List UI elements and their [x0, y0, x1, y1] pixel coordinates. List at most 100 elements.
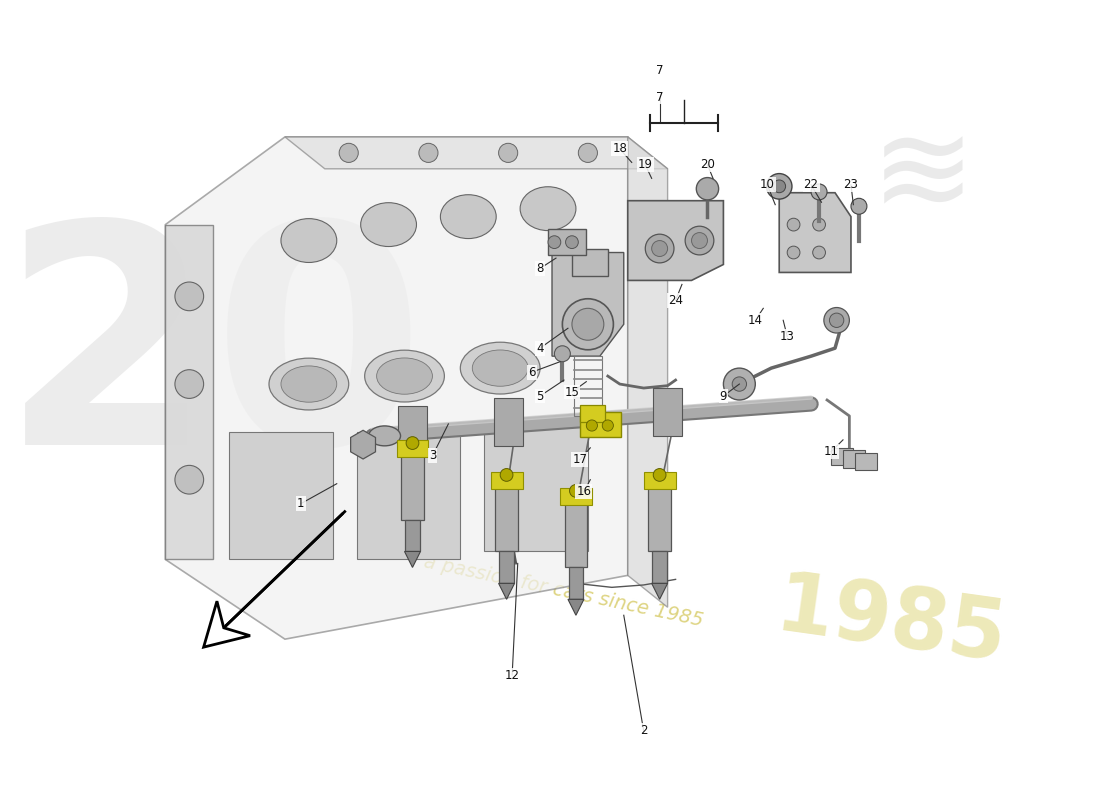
Circle shape: [851, 198, 867, 214]
Circle shape: [602, 420, 614, 431]
Polygon shape: [498, 583, 515, 599]
Circle shape: [829, 313, 844, 327]
Polygon shape: [405, 551, 420, 567]
Polygon shape: [628, 137, 668, 607]
Text: 5: 5: [537, 390, 543, 402]
Circle shape: [773, 180, 785, 193]
Text: ≋: ≋: [870, 116, 975, 238]
Ellipse shape: [368, 426, 400, 446]
Circle shape: [646, 234, 674, 263]
Circle shape: [500, 469, 513, 482]
Polygon shape: [568, 599, 584, 615]
Text: 1: 1: [297, 497, 305, 510]
Polygon shape: [779, 193, 851, 273]
Bar: [356, 432, 460, 559]
Ellipse shape: [440, 194, 496, 238]
Bar: [649, 480, 671, 551]
Circle shape: [727, 371, 752, 397]
Bar: [548, 230, 586, 255]
Text: 16: 16: [576, 485, 592, 498]
Bar: [653, 388, 682, 436]
Polygon shape: [285, 137, 668, 169]
Circle shape: [653, 469, 666, 482]
Circle shape: [692, 233, 707, 249]
Bar: [398, 406, 427, 454]
Circle shape: [175, 370, 204, 398]
Circle shape: [554, 346, 570, 362]
Circle shape: [651, 241, 668, 257]
Text: 17: 17: [572, 454, 587, 466]
Text: 4: 4: [537, 342, 543, 354]
Text: 1985: 1985: [770, 567, 1011, 679]
Bar: [573, 356, 602, 416]
Text: 11: 11: [824, 446, 838, 458]
Circle shape: [498, 143, 518, 162]
Text: 15: 15: [564, 386, 580, 398]
Bar: [652, 551, 667, 583]
Bar: [229, 432, 333, 559]
Text: a passion for cars since 1985: a passion for cars since 1985: [422, 552, 705, 630]
Bar: [572, 249, 608, 277]
Circle shape: [562, 298, 614, 350]
Circle shape: [813, 218, 825, 231]
Circle shape: [419, 143, 438, 162]
Ellipse shape: [520, 186, 576, 230]
Bar: [402, 448, 424, 519]
Circle shape: [685, 226, 714, 255]
Circle shape: [406, 437, 419, 450]
Bar: [569, 567, 583, 599]
Bar: [499, 551, 514, 583]
Text: 19: 19: [638, 158, 652, 171]
Text: 13: 13: [780, 330, 794, 342]
Circle shape: [733, 377, 747, 391]
Ellipse shape: [472, 350, 528, 386]
Ellipse shape: [280, 218, 337, 262]
Circle shape: [548, 236, 561, 249]
Text: 20: 20: [1, 212, 426, 509]
Bar: [491, 472, 522, 490]
Text: 23: 23: [844, 178, 858, 191]
Bar: [580, 412, 622, 438]
Bar: [495, 480, 518, 551]
Circle shape: [572, 308, 604, 340]
Ellipse shape: [460, 342, 540, 394]
Bar: [843, 450, 866, 468]
Text: 7: 7: [656, 90, 663, 103]
Bar: [397, 440, 428, 458]
Circle shape: [339, 143, 359, 162]
Bar: [644, 472, 675, 490]
Polygon shape: [628, 201, 724, 281]
Bar: [494, 398, 522, 446]
Text: 8: 8: [537, 262, 543, 275]
Text: 9: 9: [719, 390, 727, 402]
Text: 14: 14: [748, 314, 762, 326]
Text: 7: 7: [656, 64, 663, 77]
Bar: [580, 405, 605, 422]
Text: 3: 3: [429, 450, 436, 462]
Circle shape: [811, 184, 827, 200]
Text: 10: 10: [760, 178, 774, 191]
Polygon shape: [165, 137, 628, 639]
Bar: [560, 488, 592, 506]
Text: 12: 12: [505, 669, 519, 682]
Circle shape: [767, 174, 792, 199]
Polygon shape: [552, 253, 624, 356]
Polygon shape: [204, 601, 250, 647]
Text: 24: 24: [668, 294, 683, 307]
Text: 22: 22: [804, 178, 818, 191]
Bar: [564, 496, 587, 567]
Circle shape: [813, 246, 825, 259]
Ellipse shape: [376, 358, 432, 394]
Circle shape: [565, 236, 579, 249]
Bar: [855, 453, 878, 470]
Circle shape: [175, 282, 204, 310]
Bar: [830, 448, 854, 466]
Circle shape: [824, 307, 849, 333]
Text: 6: 6: [528, 366, 536, 378]
Ellipse shape: [270, 358, 349, 410]
Ellipse shape: [280, 366, 337, 402]
Polygon shape: [165, 225, 213, 559]
Circle shape: [586, 420, 597, 431]
Text: 20: 20: [700, 158, 715, 171]
Ellipse shape: [365, 350, 444, 402]
